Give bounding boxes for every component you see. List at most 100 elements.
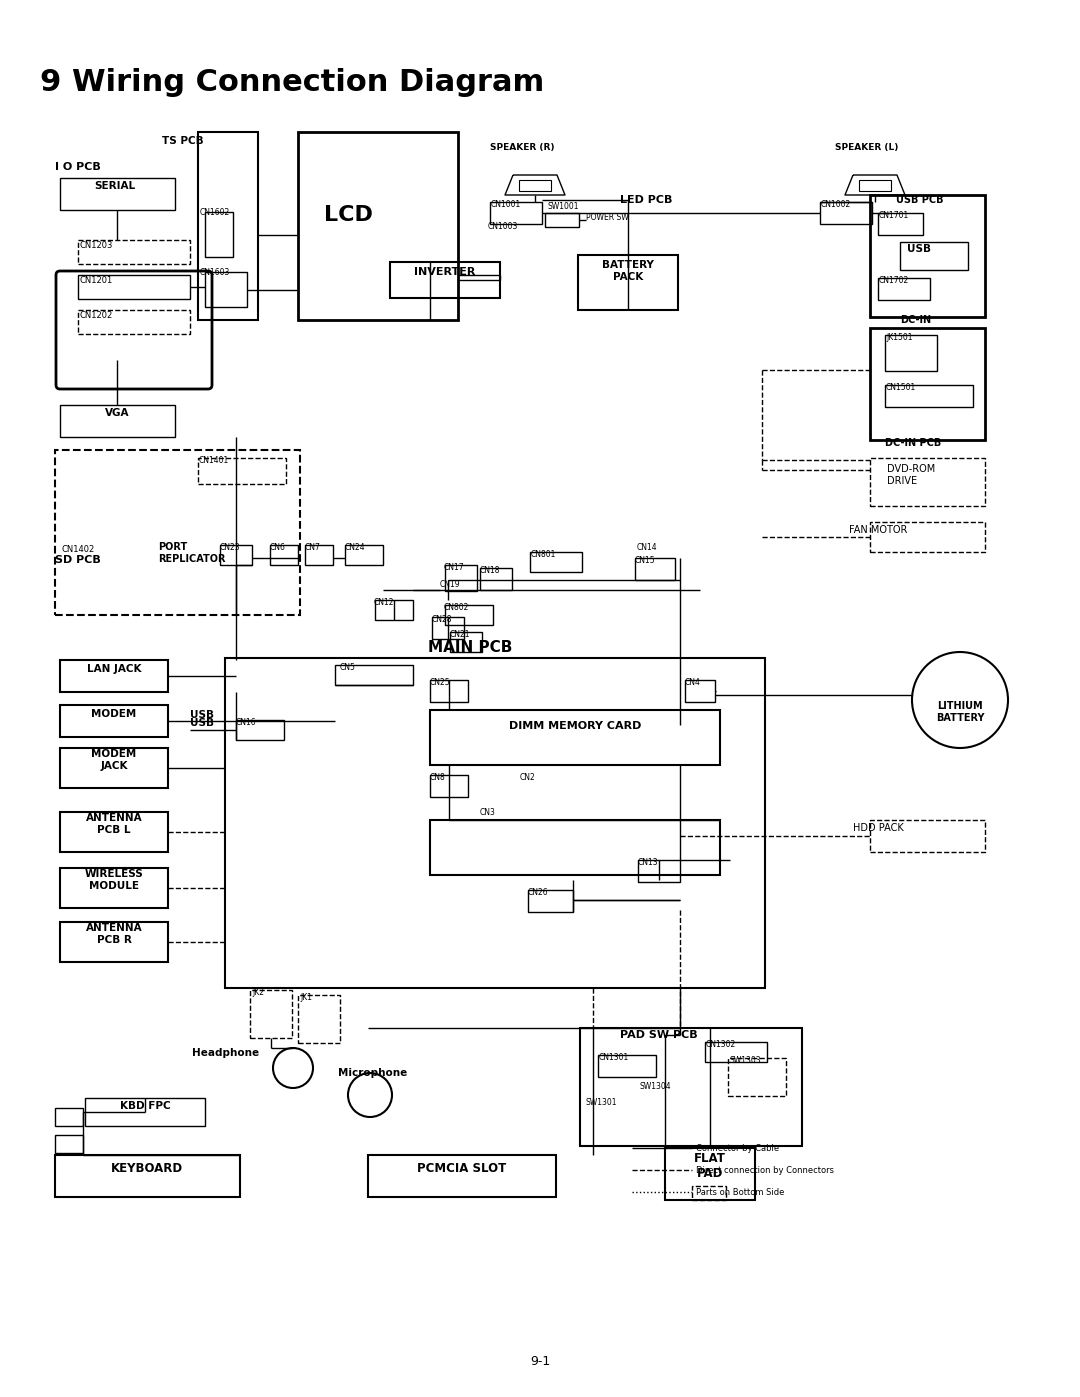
Text: PCMCIA SLOT: PCMCIA SLOT <box>417 1161 507 1175</box>
Text: DC-IN PCB: DC-IN PCB <box>885 439 942 448</box>
Text: 9 Wiring Connection Diagram: 9 Wiring Connection Diagram <box>40 68 544 96</box>
Text: DVD-ROM
DRIVE: DVD-ROM DRIVE <box>887 464 935 486</box>
Text: CN28: CN28 <box>432 615 453 624</box>
Text: CN1602: CN1602 <box>200 208 230 217</box>
Bar <box>490 203 542 224</box>
Text: SD PCB: SD PCB <box>55 555 100 564</box>
Text: DIMM MEMORY CARD: DIMM MEMORY CARD <box>509 721 642 731</box>
Text: CN1701: CN1701 <box>879 211 909 219</box>
Bar <box>198 458 286 483</box>
Text: ANTENNA
PCB L: ANTENNA PCB L <box>85 813 143 835</box>
Text: CN14: CN14 <box>637 543 658 552</box>
Text: CN7: CN7 <box>305 543 321 552</box>
Text: LCD: LCD <box>324 205 373 225</box>
Bar <box>885 386 973 407</box>
Text: MODEM: MODEM <box>92 710 137 719</box>
Text: CN1402: CN1402 <box>62 545 95 555</box>
Text: Headphone: Headphone <box>192 1048 259 1058</box>
Text: CN16: CN16 <box>237 718 257 726</box>
Text: PORT
REPLICATOR: PORT REPLICATOR <box>158 542 226 563</box>
Text: Connector by Cable: Connector by Cable <box>696 1144 779 1153</box>
Text: JK1501: JK1501 <box>886 332 913 342</box>
Bar <box>692 1186 726 1200</box>
Text: CN802: CN802 <box>444 604 470 612</box>
Text: LITHIUM
BATTERY: LITHIUM BATTERY <box>935 701 984 722</box>
Bar <box>225 658 765 988</box>
Text: USB: USB <box>907 244 931 254</box>
Bar <box>85 1098 205 1126</box>
Text: VGA: VGA <box>105 408 130 418</box>
Bar <box>55 450 300 615</box>
Bar <box>870 458 985 506</box>
Bar <box>237 719 284 740</box>
Bar <box>578 256 678 310</box>
Text: JK2: JK2 <box>252 988 264 997</box>
Bar <box>220 545 252 564</box>
Bar <box>430 820 720 875</box>
Bar <box>60 177 175 210</box>
Bar <box>298 995 340 1044</box>
Text: LAN JACK: LAN JACK <box>86 664 141 673</box>
Bar <box>60 705 168 738</box>
Text: MAIN PCB: MAIN PCB <box>428 640 512 655</box>
Text: I O PCB: I O PCB <box>55 162 100 172</box>
Bar <box>198 131 258 320</box>
Bar <box>878 278 930 300</box>
Bar <box>635 557 675 580</box>
Text: SW1303: SW1303 <box>729 1056 760 1065</box>
Bar <box>375 599 413 620</box>
Text: CN4: CN4 <box>685 678 701 687</box>
Text: CN13: CN13 <box>638 858 659 868</box>
Bar <box>885 335 937 372</box>
Bar <box>55 1134 83 1153</box>
Bar <box>519 180 551 191</box>
Bar <box>430 710 720 766</box>
Bar <box>530 552 582 571</box>
Bar <box>728 1058 786 1097</box>
Text: SW1001: SW1001 <box>546 203 579 211</box>
Bar <box>305 545 333 564</box>
Text: CN2: CN2 <box>519 773 536 782</box>
Bar <box>78 240 190 264</box>
Bar <box>298 131 458 320</box>
Bar <box>368 1155 556 1197</box>
Bar <box>900 242 968 270</box>
Text: MODEM
JACK: MODEM JACK <box>92 749 137 771</box>
Text: USB: USB <box>190 710 214 719</box>
Text: Microphone: Microphone <box>338 1067 407 1078</box>
Text: WIRELESS
MODULE: WIRELESS MODULE <box>84 869 144 891</box>
Text: TS PCB: TS PCB <box>162 136 204 147</box>
Text: CN1603: CN1603 <box>200 268 230 277</box>
Text: CN5: CN5 <box>340 664 356 672</box>
Bar <box>878 212 923 235</box>
Text: CN18: CN18 <box>480 566 500 576</box>
Text: FLAT
PAD: FLAT PAD <box>694 1153 726 1180</box>
Text: CN15: CN15 <box>635 556 656 564</box>
Bar <box>598 1055 656 1077</box>
Text: CN23: CN23 <box>220 543 241 552</box>
Bar <box>60 868 168 908</box>
Text: POWER SW: POWER SW <box>586 212 629 222</box>
Bar <box>820 203 872 224</box>
Bar <box>205 212 233 257</box>
Text: INVERTER: INVERTER <box>415 267 475 277</box>
Text: CN17: CN17 <box>444 563 464 571</box>
Text: CN3: CN3 <box>480 807 496 817</box>
Text: LED PCB: LED PCB <box>620 196 673 205</box>
Bar <box>870 328 985 440</box>
Bar <box>430 775 468 798</box>
Text: CN1401: CN1401 <box>199 455 229 465</box>
Bar <box>870 820 985 852</box>
Bar <box>432 617 464 638</box>
Bar <box>450 631 482 652</box>
Text: SPEAKER (R): SPEAKER (R) <box>490 142 554 152</box>
Bar <box>390 263 500 298</box>
Text: USB PCB: USB PCB <box>896 196 944 205</box>
Text: CN1301: CN1301 <box>599 1053 630 1062</box>
Text: BATTERY
PACK: BATTERY PACK <box>602 260 653 282</box>
Text: CN1702: CN1702 <box>879 277 909 285</box>
Text: CN24: CN24 <box>345 543 366 552</box>
Text: JK1: JK1 <box>300 993 312 1002</box>
Text: CN25: CN25 <box>430 678 450 687</box>
Text: SPEAKER (L): SPEAKER (L) <box>835 142 899 152</box>
